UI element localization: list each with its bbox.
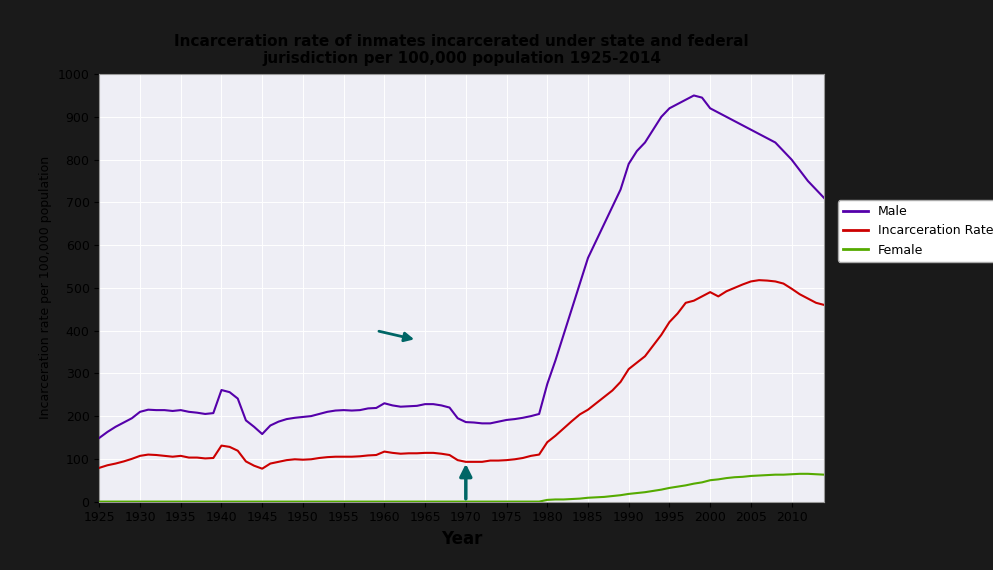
X-axis label: Year: Year	[441, 530, 483, 548]
Title: Incarceration rate of inmates incarcerated under state and federal
jurisdiction : Incarceration rate of inmates incarcerat…	[175, 34, 749, 66]
Legend: Male, Incarceration Rate, Female: Male, Incarceration Rate, Female	[838, 200, 993, 262]
Y-axis label: Incarceration rate per 100,000 population: Incarceration rate per 100,000 populatio…	[39, 156, 53, 420]
